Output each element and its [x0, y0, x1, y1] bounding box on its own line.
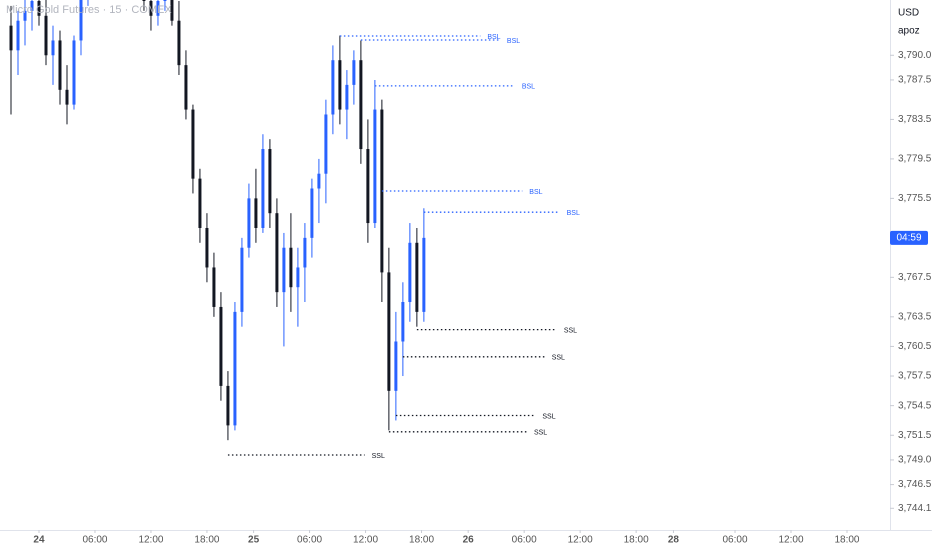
chart-title: Micro Gold Futures · 15 · COMEX: [6, 4, 172, 16]
candle-body: [254, 198, 258, 228]
currency[interactable]: USD: [898, 8, 919, 19]
candle-body: [79, 0, 83, 41]
x-tick-label: 06:00: [512, 535, 537, 546]
candle-body: [331, 60, 335, 115]
x-tick-label: 12:00: [138, 535, 163, 546]
candle-body: [65, 89, 69, 105]
candle-body: [415, 242, 419, 312]
x-tick-label: 06:00: [297, 535, 322, 546]
candle-body: [317, 173, 321, 189]
candle-body: [23, 10, 27, 21]
x-tick-label: 28: [668, 535, 680, 546]
y-tick-label: 3,751.5: [898, 430, 932, 441]
candle-body: [401, 302, 405, 342]
candle-body: [226, 385, 230, 426]
candle-body: [324, 114, 328, 174]
level-label: BSL: [567, 210, 580, 217]
x-tick-label: 12:00: [353, 535, 378, 546]
candle-body: [394, 341, 398, 391]
x-tick-label: 06:00: [82, 535, 107, 546]
candle-body: [247, 198, 251, 248]
countdown: 04:59: [896, 232, 921, 243]
level-label: BSL: [529, 189, 542, 196]
x-tick-label: 24: [33, 535, 45, 546]
y-tick-label: 3,767.5: [898, 272, 932, 283]
y-tick-label: 3,779.5: [898, 154, 932, 165]
level-label: SSL: [542, 413, 555, 420]
level-label: SSL: [372, 453, 385, 460]
candle-body: [352, 60, 356, 85]
user[interactable]: apoz: [898, 26, 920, 37]
x-tick-label: 18:00: [409, 535, 434, 546]
level-label: SSL: [564, 327, 577, 334]
y-tick-label: 3,760.5: [898, 341, 932, 352]
candle-body: [282, 247, 286, 293]
candle-body: [233, 311, 237, 426]
candle-body: [338, 60, 342, 110]
level-label: BSL: [487, 34, 500, 41]
y-tick-label: 3,763.5: [898, 311, 932, 322]
candle-body: [289, 247, 293, 288]
candle-body: [366, 149, 370, 224]
candle-body: [345, 84, 349, 110]
candle-body: [387, 272, 391, 391]
candle-body: [184, 65, 188, 110]
candle-body: [219, 306, 223, 386]
y-tick-label: 3,775.5: [898, 193, 932, 204]
x-tick-label: 18:00: [834, 535, 859, 546]
candle-body: [275, 213, 279, 293]
candle-body: [408, 242, 412, 303]
y-tick-label: 3,744.1: [898, 503, 932, 514]
candle-body: [51, 40, 55, 56]
x-tick-label: 25: [248, 535, 260, 546]
candle-body: [16, 20, 20, 51]
candle-body: [156, 0, 160, 16]
plot-area: [9, 0, 560, 456]
candle-body: [44, 15, 48, 56]
candle-body: [212, 267, 216, 307]
countdown-badge: [890, 230, 928, 245]
x-tick-label: 18:00: [194, 535, 219, 546]
candle-body: [30, 0, 34, 11]
candle-body: [268, 149, 272, 214]
candle-body: [359, 60, 363, 150]
y-tick-label: 3,754.5: [898, 400, 932, 411]
candle-body: [191, 109, 195, 179]
candle-body: [261, 149, 265, 228]
x-tick-label: 06:00: [723, 535, 748, 546]
y-tick-label: 3,746.5: [898, 479, 932, 490]
candle-body: [149, 0, 153, 16]
level-label: BSL: [507, 38, 520, 45]
y-tick-label: 3,787.5: [898, 75, 932, 86]
candle-body: [296, 267, 300, 288]
candle-body: [58, 40, 62, 90]
y-tick-label: 3,757.5: [898, 371, 932, 382]
candle-body: [198, 178, 202, 228]
y-tick-label: 3,749.0: [898, 455, 932, 466]
candle-body: [373, 109, 377, 224]
x-tick-label: 18:00: [624, 535, 649, 546]
level-label: SSL: [552, 355, 565, 362]
candle-body: [303, 237, 307, 268]
y-tick-label: 3,790.0: [898, 50, 932, 61]
x-tick-label: 12:00: [778, 535, 803, 546]
x-tick-label: 26: [463, 535, 475, 546]
candle-body: [422, 237, 426, 312]
y-tick-label: 3,783.5: [898, 114, 932, 125]
candle-body: [170, 0, 174, 21]
level-label: BSL: [522, 84, 535, 91]
candle-body: [240, 247, 244, 312]
candle-body: [163, 0, 167, 1]
candle-body: [142, 0, 146, 1]
candle-body: [205, 227, 209, 268]
candle-body: [37, 0, 41, 16]
level-label: SSL: [534, 430, 547, 437]
candle-body: [9, 25, 13, 51]
candle-body: [310, 188, 314, 238]
x-tick-label: 12:00: [568, 535, 593, 546]
candle-body: [72, 40, 76, 105]
candle-body: [177, 20, 181, 66]
